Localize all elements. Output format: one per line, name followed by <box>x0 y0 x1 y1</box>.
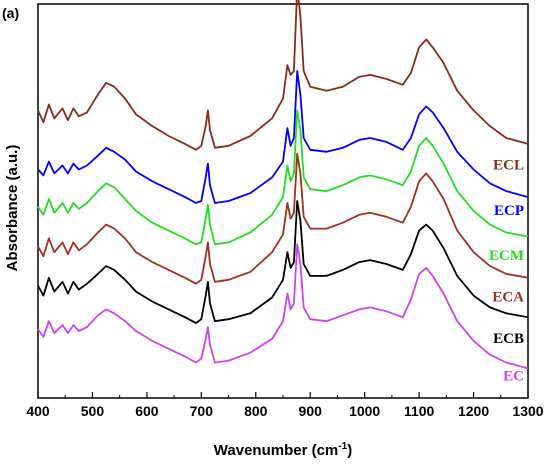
series-label-ecm: ECM <box>489 248 524 264</box>
x-tick-label: 800 <box>244 403 268 419</box>
panel-label: (a) <box>2 5 19 21</box>
x-tick-label: 400 <box>26 403 50 419</box>
x-axis-ticks: 400 500 600 700 800 900 1000 1100 1200 1300 <box>26 392 544 419</box>
series-line-ecb <box>37 200 529 324</box>
plot-frame <box>37 3 529 399</box>
series-line-ecp <box>37 70 529 204</box>
x-tick-label: 700 <box>190 403 214 419</box>
series-line-ec <box>37 243 529 370</box>
series-label-ecp: ECP <box>494 203 524 219</box>
x-tick-label: 500 <box>81 403 105 419</box>
series-layer: ECL ECP ECM ECA ECB EC <box>37 0 529 384</box>
series-line-ecm <box>37 109 529 246</box>
x-tick-label: 1100 <box>404 403 435 419</box>
series-line-ecl <box>37 0 529 151</box>
series-label-eca: ECA <box>492 289 524 305</box>
series-label-ecb: ECB <box>493 331 524 347</box>
x-tick-label: 900 <box>299 403 323 419</box>
series-label-ecl: ECL <box>493 157 524 173</box>
x-tick-label: 600 <box>135 403 159 419</box>
x-tick-label: 1300 <box>512 403 543 419</box>
y-axis-label: Absorbance (a.u.) <box>4 145 21 272</box>
x-axis-label: Wavenumber (cm-1) <box>214 441 352 459</box>
x-tick-label: 1000 <box>349 403 380 419</box>
series-label-ec: EC <box>503 368 524 384</box>
x-tick-label: 1200 <box>458 403 489 419</box>
series-line-eca <box>37 152 529 285</box>
